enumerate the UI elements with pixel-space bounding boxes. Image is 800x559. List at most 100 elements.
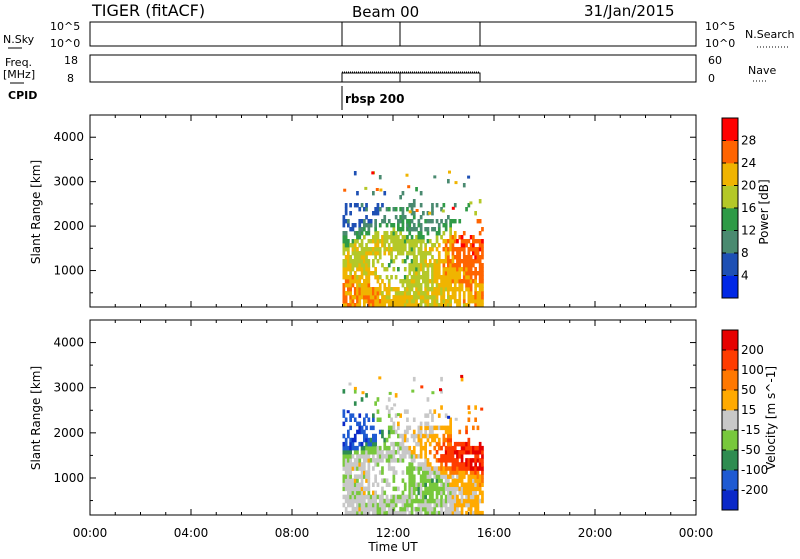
heatmap-cell: [442, 275, 446, 280]
heatmap-cell: [351, 227, 355, 232]
heatmap-cell: [369, 498, 373, 504]
heatmap-cell: [469, 474, 473, 479]
heatmap-cell: [456, 279, 459, 284]
heatmap-cell: [387, 425, 391, 431]
heatmap-cell: [383, 219, 387, 224]
heatmap-cell: [353, 389, 357, 394]
heatmap-cell: [410, 474, 414, 479]
heatmap-cell: [360, 283, 364, 288]
heatmap-cell: [444, 474, 448, 479]
heatmap-cell: [462, 299, 466, 304]
heatmap-cell: [417, 486, 421, 492]
heatmap-cell: [378, 251, 382, 256]
heatmap-cell: [417, 247, 421, 252]
heatmap-cell: [449, 417, 452, 422]
heatmap-cell: [399, 441, 402, 447]
heatmap-cell: [378, 510, 382, 515]
heatmap-cell: [449, 259, 452, 264]
heatmap-cell: [472, 295, 475, 300]
heatmap-cell: [353, 437, 357, 443]
heatmap-cell: [462, 498, 466, 504]
heatmap-cell: [367, 299, 371, 304]
heatmap-cell: [374, 251, 377, 256]
heatmap-cell: [460, 458, 464, 463]
heatmap-cell: [444, 267, 448, 272]
heatmap-cell: [456, 247, 459, 252]
heatmap-cell: [481, 283, 484, 288]
heatmap-cell: [456, 299, 459, 304]
heatmap-cell: [481, 470, 484, 475]
heatmap-cell: [433, 299, 437, 304]
heatmap-cell: [376, 502, 380, 508]
heatmap-cell: [397, 219, 400, 224]
heatmap-cell: [410, 287, 414, 292]
heatmap-cell: [424, 450, 427, 455]
heatmap-cell: [399, 247, 402, 252]
heatmap-cell: [376, 211, 380, 216]
heatmap-cell: [465, 303, 468, 307]
heatmap-cell: [451, 235, 455, 240]
heatmap-cell: [426, 219, 430, 224]
heatmap-cell: [390, 231, 393, 236]
heatmap-cell: [401, 279, 405, 284]
heatmap-cell: [433, 263, 437, 268]
heatmap-cell: [433, 243, 437, 248]
heatmap-cell: [447, 215, 450, 220]
heatmap-cell: [469, 271, 473, 276]
heatmap-cell: [356, 482, 359, 487]
heatmap-cell: [442, 466, 446, 471]
heatmap-cell: [417, 510, 421, 515]
heatmap-cell: [376, 231, 380, 236]
heatmap-cell: [390, 425, 393, 431]
heatmap-cell: [481, 303, 484, 307]
heatmap-cell: [387, 502, 391, 508]
heatmap-cell: [360, 231, 364, 236]
heatmap-cell: [397, 445, 400, 451]
heatmap-cell: [360, 243, 364, 248]
heatmap-cell: [437, 425, 441, 431]
heatmap-cell: [394, 247, 398, 252]
heatmap-cell: [462, 267, 466, 272]
heatmap-cell: [449, 454, 452, 459]
heatmap-cell: [458, 502, 462, 508]
heatmap-cell: [478, 474, 482, 479]
heatmap-cell: [426, 299, 430, 304]
heatmap-cell: [424, 486, 427, 492]
heatmap-cell: [460, 462, 464, 467]
heatmap-cell: [456, 303, 459, 307]
heatmap-cell: [451, 263, 455, 268]
heatmap-cell: [344, 211, 348, 216]
heatmap-cell: [399, 303, 402, 307]
heatmap-cell: [441, 209, 445, 213]
heatmap-cell: [381, 429, 384, 435]
power-axis-ticks: [89, 114, 697, 307]
heatmap-cell: [440, 482, 443, 487]
heatmap-cell: [410, 251, 414, 256]
heatmap-cell: [367, 231, 371, 236]
heatmap-cell: [462, 466, 466, 471]
heatmap-cell: [444, 429, 448, 435]
heatmap-cell: [467, 175, 471, 179]
heatmap-cell: [376, 445, 380, 451]
heatmap-cell: [474, 303, 477, 307]
heatmap-cell: [344, 470, 348, 475]
heatmap-cell: [433, 498, 437, 504]
heatmap-cell: [349, 474, 352, 479]
heatmap-cell: [383, 247, 387, 252]
heatmap-cell: [467, 267, 471, 272]
heatmap-cell: [451, 251, 455, 256]
heatmap-cell: [353, 478, 357, 483]
heatmap-cell: [444, 283, 448, 288]
heatmap-cell: [467, 450, 471, 455]
heatmap-cell: [347, 490, 350, 496]
heatmap-cell: [387, 413, 391, 418]
heatmap-cell: [367, 494, 371, 500]
heatmap-cell: [410, 454, 414, 459]
heatmap-cell: [390, 247, 393, 252]
heatmap-cell: [476, 478, 480, 483]
heatmap-cell: [453, 466, 457, 471]
heatmap-cell: [456, 506, 459, 512]
heatmap-cell: [372, 425, 375, 431]
heatmap-cell: [358, 295, 362, 300]
heatmap-cell: [401, 470, 405, 475]
